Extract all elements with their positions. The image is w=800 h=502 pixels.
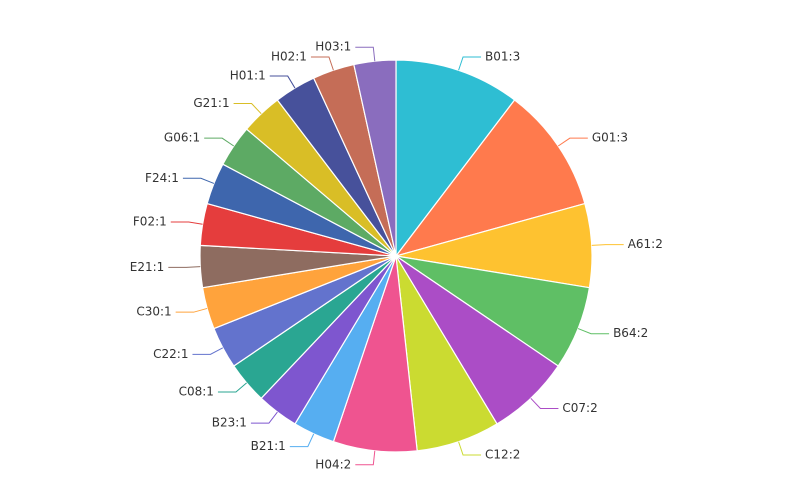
leader-line-h01 bbox=[269, 75, 296, 89]
leader-line-h03 bbox=[355, 46, 376, 62]
slice-label-c07: C07:2 bbox=[562, 401, 597, 415]
slice-label-b64: B64:2 bbox=[613, 326, 648, 340]
leader-line-c30 bbox=[175, 307, 208, 313]
slice-label-g01: G01:3 bbox=[592, 131, 628, 145]
leader-line-e21 bbox=[168, 266, 201, 268]
leader-line-h04 bbox=[355, 450, 376, 466]
leader-line-c07 bbox=[530, 397, 559, 409]
leader-line-b23 bbox=[250, 411, 278, 424]
leader-line-a61 bbox=[591, 244, 624, 246]
leader-lines-layer bbox=[168, 46, 624, 466]
leader-line-f02 bbox=[170, 221, 203, 225]
slices-layer bbox=[199, 59, 593, 453]
slice-label-c22: C22:1 bbox=[153, 347, 188, 361]
leader-line-f24 bbox=[182, 177, 215, 184]
slice-label-b01: B01:3 bbox=[485, 49, 520, 63]
leader-line-b01 bbox=[458, 56, 482, 71]
slice-label-h01: H01:1 bbox=[230, 69, 266, 83]
slice-label-h03: H03:1 bbox=[315, 40, 351, 54]
slice-label-c08: C08:1 bbox=[179, 384, 214, 398]
slice-label-e21: E21:1 bbox=[130, 260, 165, 274]
slice-label-f02: F02:1 bbox=[133, 215, 167, 229]
slice-label-c30: C30:1 bbox=[136, 305, 171, 319]
leader-line-c08 bbox=[217, 382, 247, 393]
leader-line-b64 bbox=[577, 328, 610, 335]
slice-label-a61: A61:2 bbox=[628, 237, 663, 251]
labels-layer: B01:3 G01:3 A61:2 B64:2 C07:2 C12:2 H04:2 B21:1… bbox=[130, 40, 663, 472]
pie-slice-h03 bbox=[353, 59, 397, 257]
slice-label-g06: G06:1 bbox=[164, 131, 200, 145]
slice-label-b21: B21:1 bbox=[251, 439, 286, 453]
slice-label-c12: C12:2 bbox=[485, 448, 520, 462]
leader-line-g21 bbox=[233, 103, 262, 115]
slice-label-g21: G21:1 bbox=[193, 96, 229, 110]
slice-label-b23: B23:1 bbox=[212, 416, 247, 430]
leader-line-g01 bbox=[557, 137, 588, 147]
slice-label-h02: H02:1 bbox=[271, 49, 307, 63]
leader-line-b21 bbox=[289, 433, 315, 448]
slice-label-h04: H04:2 bbox=[315, 457, 351, 471]
pie-slice-b01 bbox=[395, 59, 516, 258]
leader-line-c22 bbox=[192, 347, 224, 355]
leader-line-g06 bbox=[204, 137, 235, 147]
leader-line-c12 bbox=[458, 441, 482, 456]
leader-line-h02 bbox=[310, 56, 334, 71]
pie-slice-g01 bbox=[394, 99, 586, 258]
slice-label-f24: F24:1 bbox=[145, 171, 179, 185]
